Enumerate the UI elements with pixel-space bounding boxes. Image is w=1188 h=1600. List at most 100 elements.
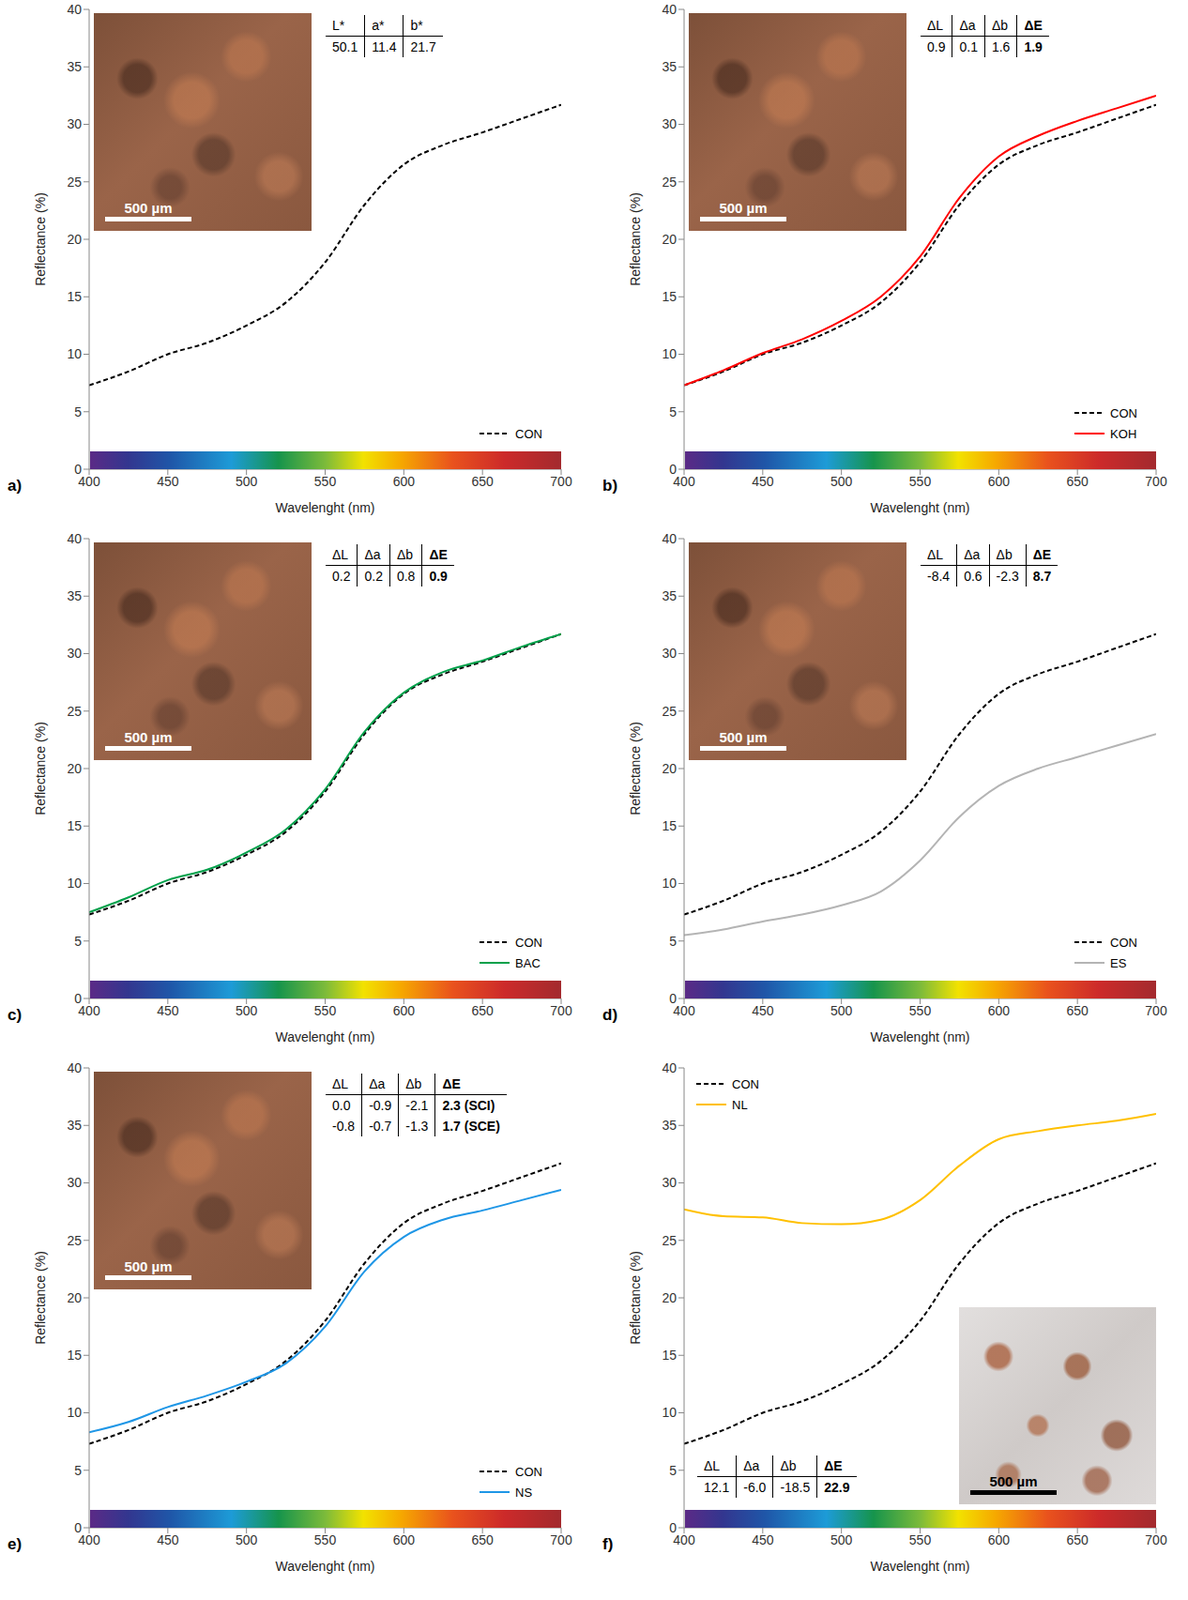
svg-text:550: 550 [314,1532,337,1548]
svg-text:600: 600 [988,1003,1011,1019]
svg-text:35: 35 [66,1117,82,1133]
svg-text:550: 550 [909,1003,932,1019]
svg-text:500: 500 [235,473,259,489]
svg-text:25: 25 [66,174,82,190]
svg-text:Wavelenght (nm): Wavelenght (nm) [869,500,970,516]
svg-text:650: 650 [471,1003,494,1019]
svg-text:5: 5 [669,933,677,949]
svg-text:550: 550 [909,1532,932,1548]
svg-text:10: 10 [66,1404,82,1420]
svg-text:700: 700 [549,473,573,489]
svg-text:650: 650 [1066,1532,1089,1548]
svg-text:40: 40 [66,1,82,17]
svg-text:5: 5 [669,404,677,420]
svg-text:600: 600 [393,1532,416,1548]
svg-text:30: 30 [661,1174,677,1190]
svg-text:30: 30 [661,645,677,661]
svg-text:35: 35 [661,59,677,75]
svg-text:25: 25 [661,1233,677,1249]
svg-text:500: 500 [830,1532,853,1548]
svg-text:450: 450 [751,1003,775,1019]
svg-text:20: 20 [661,231,677,247]
svg-text:10: 10 [661,346,677,362]
svg-text:550: 550 [909,473,932,489]
svg-text:Reflectance (%): Reflectance (%) [627,721,643,816]
svg-text:20: 20 [661,761,677,777]
svg-text:700: 700 [1144,1003,1168,1019]
svg-text:500: 500 [235,1003,259,1019]
svg-text:15: 15 [661,818,677,834]
svg-text:0: 0 [669,461,677,477]
svg-text:650: 650 [471,1532,494,1548]
svg-text:35: 35 [661,588,677,604]
svg-text:600: 600 [393,473,416,489]
svg-text:Wavelenght (nm): Wavelenght (nm) [869,1029,970,1045]
svg-text:650: 650 [471,473,494,489]
svg-text:5: 5 [74,933,82,949]
svg-text:30: 30 [661,116,677,132]
svg-text:0: 0 [74,461,82,477]
svg-text:Wavelenght (nm): Wavelenght (nm) [274,1558,375,1574]
svg-text:20: 20 [66,1290,82,1306]
svg-text:500: 500 [830,1003,853,1019]
svg-text:Reflectance (%): Reflectance (%) [32,1250,48,1345]
svg-text:15: 15 [66,818,82,834]
svg-text:20: 20 [66,231,82,247]
svg-text:30: 30 [66,1174,82,1190]
svg-text:40: 40 [661,531,677,547]
svg-text:10: 10 [66,346,82,362]
svg-text:5: 5 [74,1462,82,1478]
svg-text:650: 650 [1066,473,1089,489]
svg-text:15: 15 [661,1347,677,1363]
svg-text:450: 450 [751,1532,775,1548]
svg-text:25: 25 [661,174,677,190]
svg-text:600: 600 [988,1532,1011,1548]
svg-text:Reflectance (%): Reflectance (%) [32,192,48,287]
svg-text:20: 20 [661,1290,677,1306]
svg-text:Reflectance (%): Reflectance (%) [627,1250,643,1345]
svg-text:700: 700 [1144,473,1168,489]
svg-text:30: 30 [66,116,82,132]
svg-text:0: 0 [74,990,82,1006]
svg-text:700: 700 [549,1003,573,1019]
svg-text:0: 0 [74,1520,82,1536]
svg-text:5: 5 [74,404,82,420]
svg-text:Wavelenght (nm): Wavelenght (nm) [869,1558,970,1574]
svg-text:650: 650 [1066,1003,1089,1019]
svg-text:40: 40 [66,1060,82,1076]
svg-text:550: 550 [314,1003,337,1019]
svg-text:15: 15 [66,289,82,305]
svg-text:Reflectance (%): Reflectance (%) [627,192,643,287]
svg-text:30: 30 [66,645,82,661]
svg-text:Wavelenght (nm): Wavelenght (nm) [274,500,375,516]
svg-text:35: 35 [66,59,82,75]
svg-text:10: 10 [661,875,677,891]
svg-text:450: 450 [156,473,180,489]
svg-text:Reflectance (%): Reflectance (%) [32,721,48,816]
svg-text:20: 20 [66,761,82,777]
svg-text:15: 15 [661,289,677,305]
svg-text:15: 15 [66,1347,82,1363]
svg-text:550: 550 [314,473,337,489]
svg-text:500: 500 [235,1532,259,1548]
svg-text:450: 450 [156,1532,180,1548]
svg-text:25: 25 [661,703,677,719]
svg-text:700: 700 [1144,1532,1168,1548]
svg-text:35: 35 [661,1117,677,1133]
svg-text:25: 25 [66,1233,82,1249]
svg-text:600: 600 [393,1003,416,1019]
svg-text:35: 35 [66,588,82,604]
svg-text:450: 450 [751,473,775,489]
svg-text:0: 0 [669,1520,677,1536]
svg-text:40: 40 [661,1,677,17]
svg-text:40: 40 [661,1060,677,1076]
svg-text:40: 40 [66,531,82,547]
svg-text:5: 5 [669,1462,677,1478]
svg-text:700: 700 [549,1532,573,1548]
svg-text:500: 500 [830,473,853,489]
svg-text:10: 10 [66,875,82,891]
svg-text:450: 450 [156,1003,180,1019]
svg-text:0: 0 [669,990,677,1006]
svg-text:Wavelenght (nm): Wavelenght (nm) [274,1029,375,1045]
svg-text:600: 600 [988,473,1011,489]
